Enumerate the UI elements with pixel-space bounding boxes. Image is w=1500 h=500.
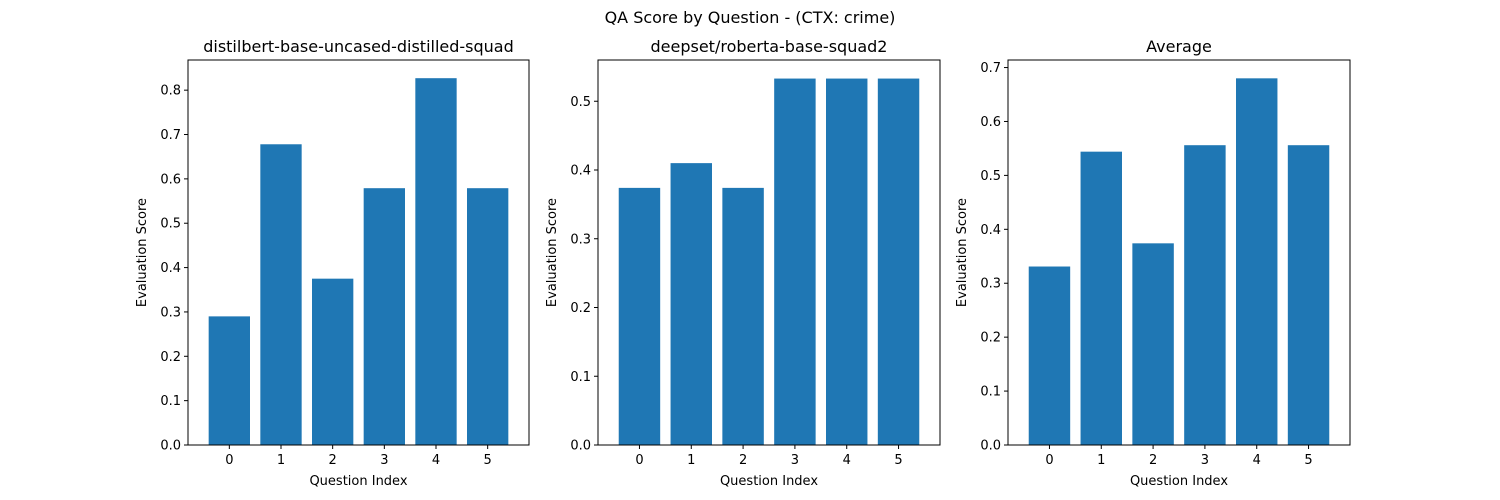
- xtick-label-0-4: 4: [432, 453, 440, 468]
- bar-2-1: [1080, 151, 1122, 446]
- ytick-label-0-2: 0.2: [160, 350, 181, 365]
- xtick-label-2-0: 0: [1045, 453, 1053, 468]
- ytick-label-0-8: 0.8: [160, 84, 181, 99]
- charts-group: 0.0 0.1 0.2 0.3 0.4 0.5 0.6 0.7 0.8 0 1 2 3 4 5 distilb…: [135, 37, 1351, 489]
- xtick-label-2-4: 4: [1253, 453, 1261, 468]
- ytick-label-2-4: 0.4: [980, 223, 1001, 238]
- chart-panel-1: 0.0 0.1 0.2 0.3 0.4 0.5 0 1 2 3 4 5 deepset/roberta-…: [545, 37, 941, 489]
- bar-1-2: [722, 187, 764, 446]
- axes-frame-1: [597, 59, 941, 446]
- axes-frame-0: [187, 59, 530, 446]
- ytick-label-1-5: 0.5: [570, 95, 591, 110]
- bar-0-3: [363, 188, 405, 445]
- xtick-label-2-3: 3: [1201, 453, 1209, 468]
- ytick-label-0-4: 0.4: [160, 261, 181, 276]
- bar-2-0: [1028, 266, 1071, 445]
- bar-1-1: [670, 163, 712, 445]
- chart-panel-0: 0.0 0.1 0.2 0.3 0.4 0.5 0.6 0.7 0.8 0 1 2 3 4 5 distilb…: [135, 37, 530, 489]
- ytick-label-2-6: 0.6: [980, 115, 1001, 130]
- ytick-label-2-2: 0.2: [980, 331, 1001, 346]
- xtick-label-1-2: 2: [739, 453, 747, 468]
- xtick-label-0-1: 1: [277, 453, 285, 468]
- xtick-label-0-5: 5: [484, 453, 492, 468]
- bar-0-4: [415, 78, 457, 445]
- ytick-label-2-0: 0.0: [980, 439, 1001, 454]
- bar-0-0: [208, 316, 250, 445]
- ytick-label-0-7: 0.7: [160, 128, 181, 143]
- ytick-label-2-3: 0.3: [980, 277, 1001, 292]
- bar-0-5: [467, 188, 509, 445]
- xtick-label-0-3: 3: [380, 453, 388, 468]
- xtick-label-2-5: 5: [1304, 453, 1312, 468]
- ytick-label-0-1: 0.1: [160, 394, 181, 409]
- xtick-label-1-3: 3: [791, 453, 799, 468]
- bar-1-0: [618, 187, 661, 446]
- bar-1-5: [877, 78, 920, 445]
- ytick-label-0-3: 0.3: [160, 305, 181, 320]
- xtick-label-1-5: 5: [894, 453, 902, 468]
- x-axis-label-0: Question Index: [309, 474, 407, 489]
- y-axis-label-1: Evaluation Score: [545, 198, 560, 307]
- x-axis-label-2: Question Index: [1130, 474, 1228, 489]
- bar-2-3: [1184, 145, 1226, 445]
- xtick-label-2-2: 2: [1149, 453, 1157, 468]
- x-axis-label-1: Question Index: [720, 474, 818, 489]
- ytick-label-0-0: 0.0: [160, 439, 181, 454]
- axes-frame-2: [1007, 59, 1351, 446]
- xtick-label-0-2: 2: [329, 453, 337, 468]
- bar-2-5: [1287, 145, 1330, 445]
- xtick-label-1-1: 1: [687, 453, 695, 468]
- xtick-label-1-4: 4: [843, 453, 851, 468]
- xtick-label-2-1: 1: [1097, 453, 1105, 468]
- figure-title: QA Score by Question - (CTX: crime): [605, 8, 896, 27]
- bar-2-2: [1132, 243, 1174, 445]
- bar-0-1: [260, 144, 302, 445]
- xtick-label-0-0: 0: [225, 453, 233, 468]
- y-axis-label-0: Evaluation Score: [135, 198, 150, 307]
- ytick-label-0-5: 0.5: [160, 217, 181, 232]
- chart-panel-2: 0.0 0.1 0.2 0.3 0.4 0.5 0.6 0.7 0 1 2 3 4 5 Average Que…: [955, 37, 1351, 489]
- ytick-label-1-4: 0.4: [570, 164, 591, 179]
- ytick-label-1-0: 0.0: [570, 439, 591, 454]
- ytick-label-2-7: 0.7: [980, 61, 1001, 76]
- ytick-label-1-1: 0.1: [570, 370, 591, 385]
- chart-title-0: distilbert-base-uncased-distilled-squad: [203, 37, 514, 56]
- ytick-label-2-5: 0.5: [980, 169, 1001, 184]
- ytick-label-0-6: 0.6: [160, 172, 181, 187]
- ytick-label-1-2: 0.2: [570, 301, 591, 316]
- y-axis-label-2: Evaluation Score: [955, 198, 970, 307]
- xtick-label-1-0: 0: [635, 453, 643, 468]
- ytick-label-2-1: 0.1: [980, 385, 1001, 400]
- bar-2-4: [1236, 78, 1278, 445]
- chart-title-2: Average: [1146, 37, 1212, 56]
- chart-title-1: deepset/roberta-base-squad2: [651, 37, 888, 56]
- bar-1-3: [774, 78, 816, 445]
- ytick-label-1-3: 0.3: [570, 232, 591, 247]
- bar-0-2: [312, 278, 354, 445]
- bar-1-4: [826, 78, 868, 445]
